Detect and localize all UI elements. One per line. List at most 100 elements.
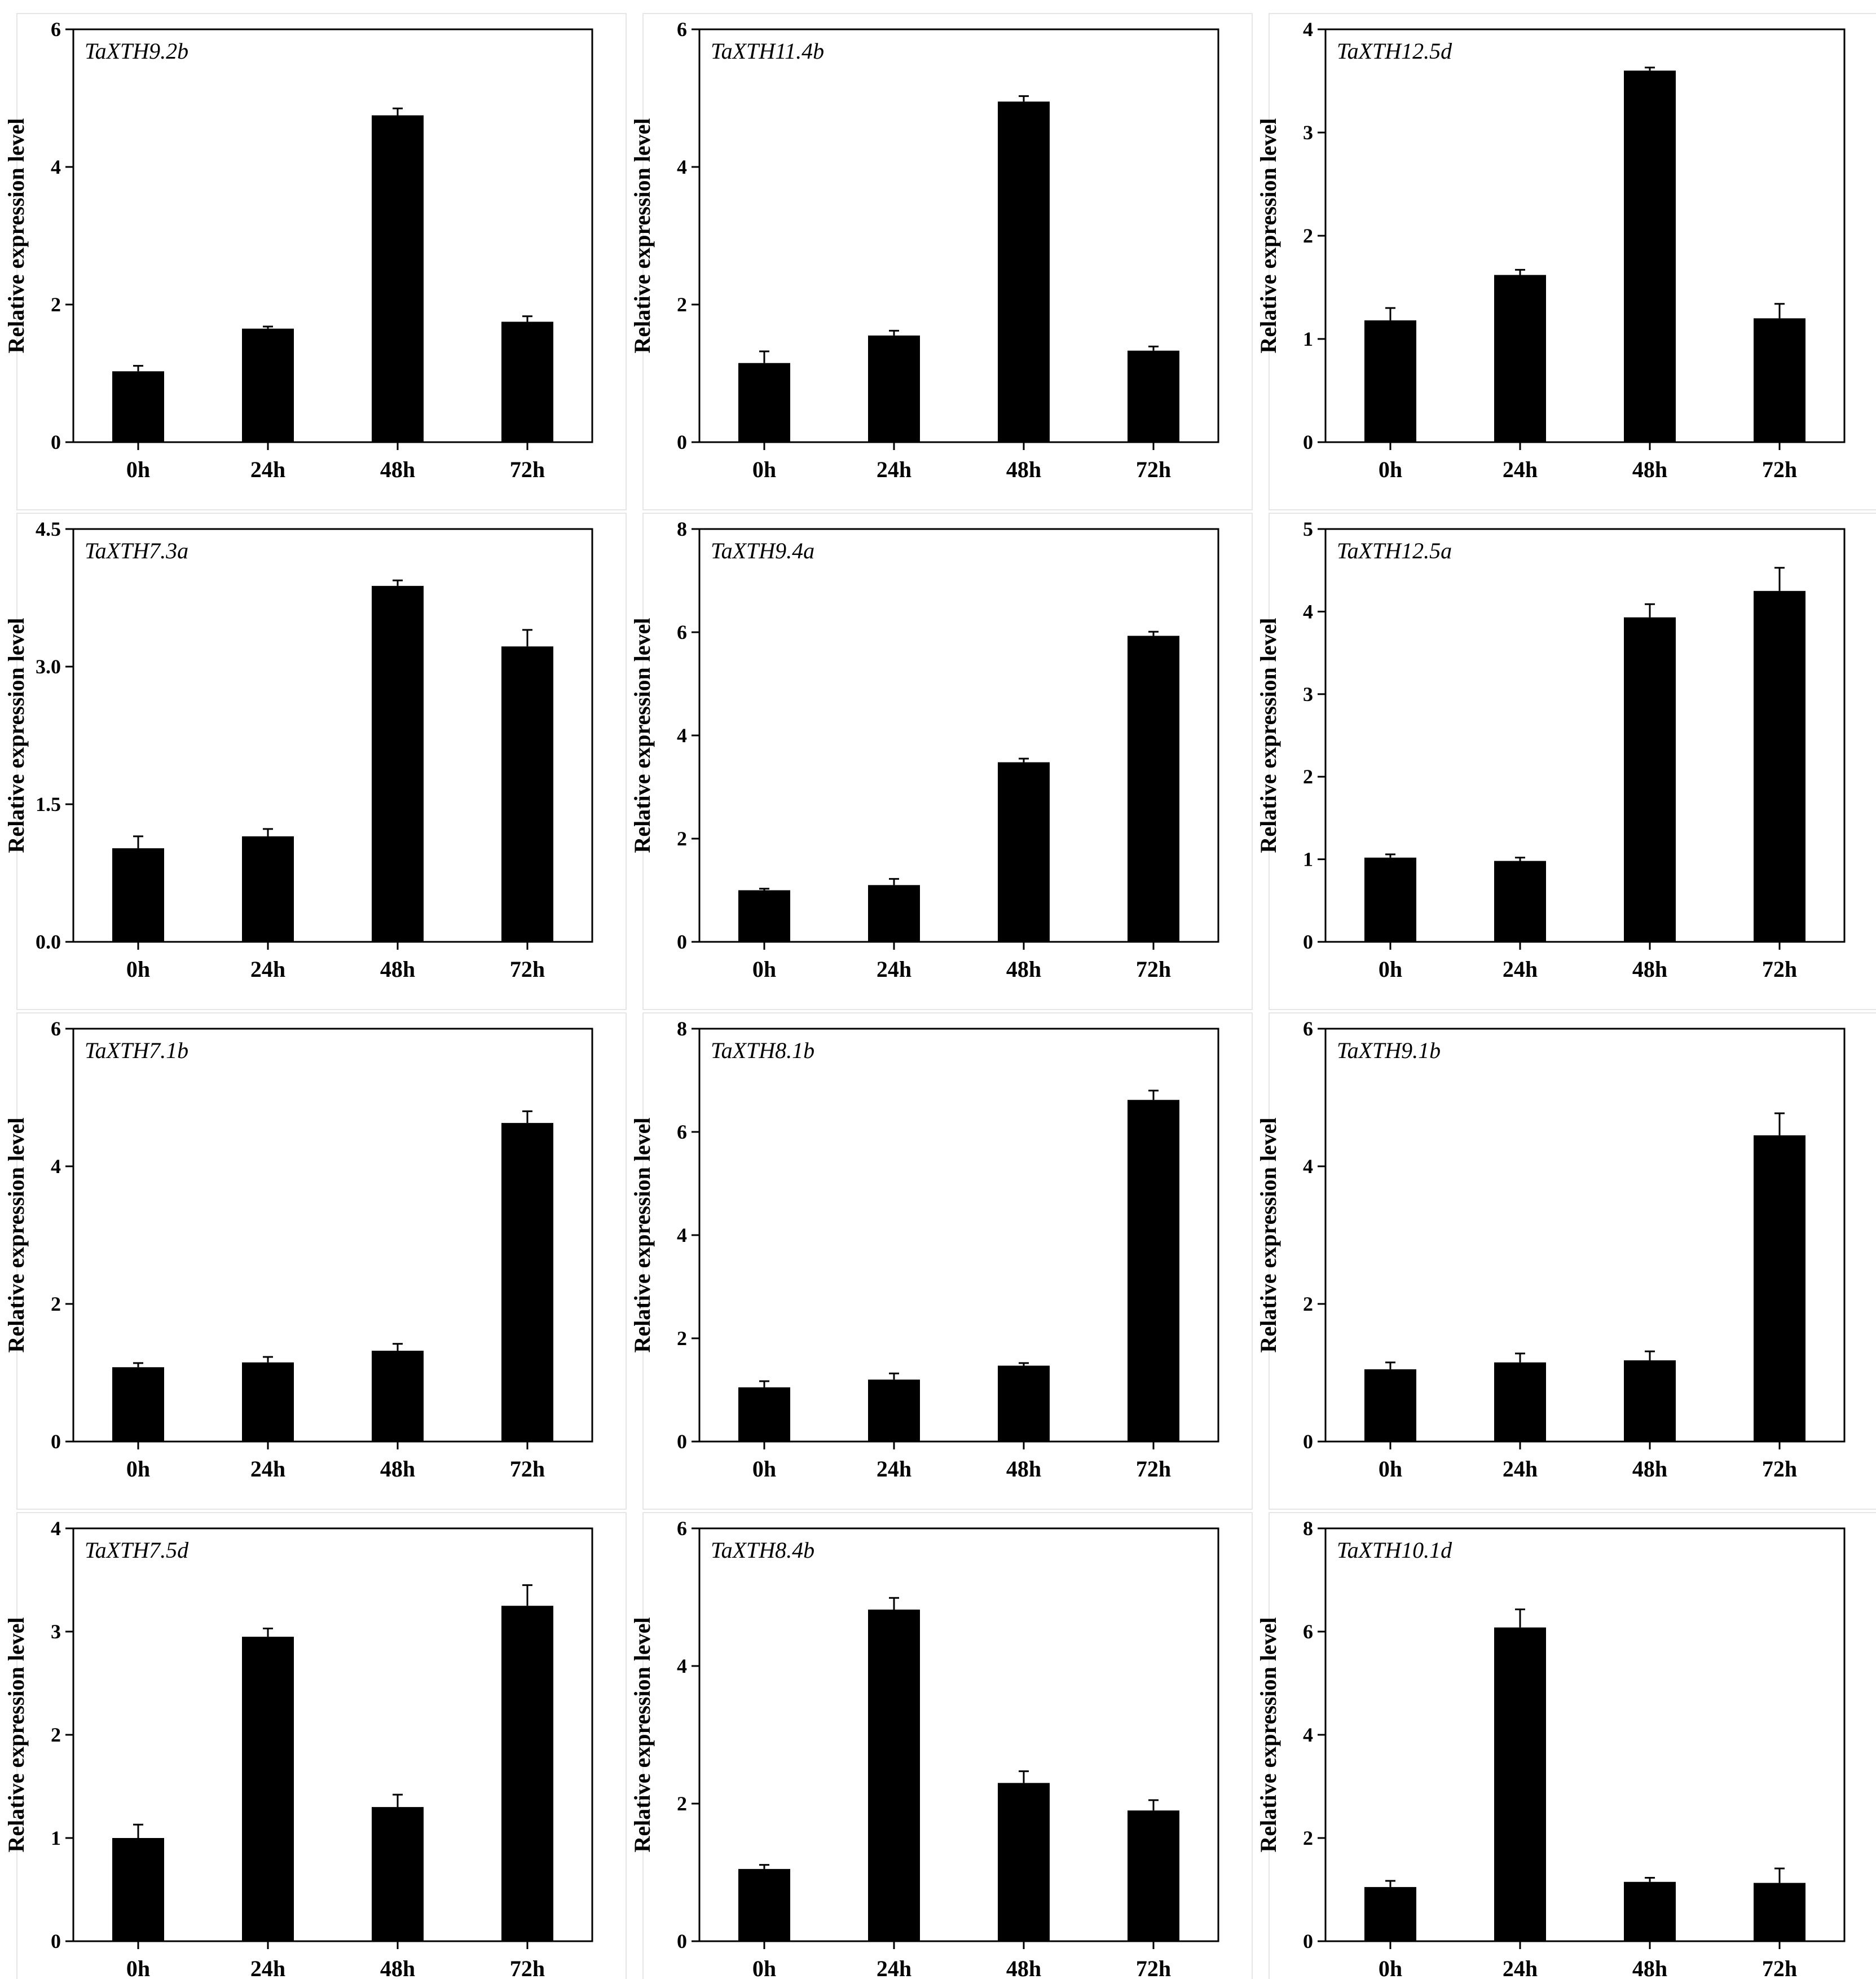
chart-9-xtick-label: 48h: [1632, 1456, 1667, 1482]
chart-10-ytick-label: 2: [51, 1724, 61, 1746]
chart-3-xtick-label: 72h: [1762, 457, 1797, 482]
chart-3-bar: [1624, 70, 1676, 442]
chart-2-xtick-label: 72h: [1136, 457, 1171, 482]
chart-10: 0 1 2 3 4 Relative expression level TaXTH7.5d 0…: [3, 1512, 627, 1979]
chart-4-bar: [242, 836, 294, 942]
chart-6-bar: [1494, 861, 1546, 942]
chart-4-ytick-label: 0.0: [36, 931, 61, 953]
chart-2-bar: [1128, 350, 1179, 442]
chart-5-xtick-label: 24h: [877, 957, 911, 982]
chart-1-xtick-label: 0h: [126, 457, 150, 482]
chart-11-ytick-label: 0: [677, 1930, 687, 1952]
chart-12-bar: [1364, 1887, 1416, 1941]
chart-2-ytick-label: 0: [677, 431, 687, 453]
chart-4-xtick-label: 48h: [380, 957, 415, 982]
chart-9-bar: [1494, 1362, 1546, 1442]
chart-1-bar: [372, 115, 424, 442]
chart-2: 0 2 4 6 Relative expression level TaXTH11.4b 0…: [629, 13, 1253, 510]
chart-2-bar: [868, 335, 920, 442]
chart-5-xtick-label: 0h: [752, 957, 776, 982]
chart-8-xtick-label: 24h: [877, 1456, 911, 1482]
chart-2-bar: [998, 102, 1050, 443]
chart-5-xtick-label: 48h: [1006, 957, 1041, 982]
chart-12-ytick-label: 0: [1303, 1930, 1313, 1952]
chart-3-ytick-label: 4: [1303, 18, 1313, 41]
chart-6-plot-frame: [1324, 528, 1846, 943]
chart-7-plot-frame: [72, 1028, 593, 1443]
chart-6-bar: [1754, 590, 1805, 942]
chart-7-ytick-label: 0: [51, 1430, 61, 1453]
chart-11-xtick-label: 24h: [877, 1956, 911, 1979]
chart-9-ytick-label: 6: [1303, 1017, 1313, 1040]
chart-7-ytick-label: 6: [51, 1017, 61, 1040]
chart-5-ytick-label: 8: [677, 518, 687, 540]
chart-12-ytick-label: 6: [1303, 1620, 1313, 1643]
chart-7-ytick-label: 4: [51, 1155, 61, 1178]
chart-12: 0 2 4 6 8 Relative expression level TaXTH10.1d…: [1256, 1512, 1876, 1979]
chart-9-ytick-label: 4: [1303, 1155, 1313, 1178]
chart-2-ytick-label: 2: [677, 293, 687, 316]
chart-9-bar: [1754, 1135, 1805, 1442]
chart-5-ytick-label: 6: [677, 621, 687, 643]
chart-11-bar: [738, 1868, 790, 1941]
chart-4-plot-frame: [72, 528, 593, 943]
chart-6-ytick-label: 5: [1303, 518, 1313, 540]
chart-12-xtick-label: 0h: [1379, 1956, 1402, 1979]
chart-6-xtick-label: 24h: [1503, 957, 1538, 982]
chart-7-ylabel: Relative expression level: [3, 1118, 29, 1353]
chart-11-xtick-label: 72h: [1136, 1956, 1171, 1979]
chart-7-ytick-label: 2: [51, 1293, 61, 1315]
chart-2-ylabel: Relative expression level: [629, 118, 655, 354]
chart-10-ytick-label: 1: [51, 1827, 61, 1849]
chart-6-xtick-label: 72h: [1762, 957, 1797, 982]
chart-9-ytick-label: 0: [1303, 1430, 1313, 1453]
chart-3-title: TaXTH12.5d: [1337, 38, 1452, 64]
chart-10-ytick-label: 0: [51, 1930, 61, 1952]
chart-9-ytick-label: 2: [1303, 1293, 1313, 1315]
chart-11: 0 2 4 6 Relative expression level TaXTH8.4b 0h…: [629, 1512, 1253, 1979]
chart-2-bar: [738, 363, 790, 442]
chart-4: 0.0 1.5 3.0 4.5 Relative expression level TaX…: [3, 513, 627, 1010]
chart-10-bar: [112, 1838, 164, 1941]
chart-5-xtick-label: 72h: [1136, 957, 1171, 982]
chart-10-title: TaXTH7.5d: [85, 1537, 189, 1563]
chart-6-bar: [1364, 857, 1416, 942]
chart-3-xtick-label: 48h: [1632, 457, 1667, 482]
chart-10-ytick-label: 4: [51, 1517, 61, 1540]
chart-6-ytick-label: 1: [1303, 848, 1313, 871]
chart-2-xtick-label: 48h: [1006, 457, 1041, 482]
chart-8: 0 2 4 6 8 Relative expression level TaXTH8.1b 0…: [629, 1012, 1253, 1510]
chart-12-bar: [1494, 1627, 1546, 1941]
chart-6-ytick-label: 3: [1303, 683, 1313, 706]
chart-11-title: TaXTH8.4b: [711, 1537, 814, 1563]
chart-6-ylabel: Relative expression level: [1256, 618, 1281, 853]
chart-12-bar: [1624, 1881, 1676, 1941]
chart-3-ytick-label: 1: [1303, 328, 1313, 350]
chart-7-bar: [112, 1367, 164, 1442]
chart-10-ytick-label: 3: [51, 1620, 61, 1643]
chart-4-bar: [501, 646, 553, 942]
chart-2-ytick-label: 6: [677, 18, 687, 41]
chart-2-title: TaXTH11.4b: [711, 38, 824, 64]
chart-11-ylabel: Relative expression level: [629, 1617, 655, 1853]
chart-1-xtick-label: 72h: [510, 457, 545, 482]
chart-7-bar: [242, 1362, 294, 1442]
chart-9-plot-frame: [1324, 1028, 1846, 1443]
chart-9-bar: [1624, 1360, 1676, 1442]
chart-8-bar: [1128, 1100, 1179, 1442]
chart-11-ytick-label: 4: [677, 1655, 687, 1677]
chart-4-title: TaXTH7.3a: [85, 538, 188, 563]
chart-8-ylabel: Relative expression level: [629, 1118, 655, 1353]
chart-8-xtick-label: 0h: [752, 1456, 776, 1482]
chart-8-bar: [738, 1387, 790, 1442]
chart-10-ylabel: Relative expression level: [3, 1617, 29, 1853]
chart-7: 0 2 4 6 Relative expression level TaXTH7.1b 0h…: [3, 1012, 627, 1510]
chart-10-bar: [242, 1637, 294, 1941]
chart-1-xtick-label: 48h: [380, 457, 415, 482]
chart-1-bar: [501, 321, 553, 442]
chart-5-ytick-label: 4: [677, 724, 687, 747]
chart-8-ytick-label: 6: [677, 1121, 687, 1143]
chart-12-bar: [1754, 1883, 1805, 1941]
chart-12-xtick-label: 24h: [1503, 1956, 1538, 1979]
chart-11-bar: [1128, 1810, 1179, 1941]
